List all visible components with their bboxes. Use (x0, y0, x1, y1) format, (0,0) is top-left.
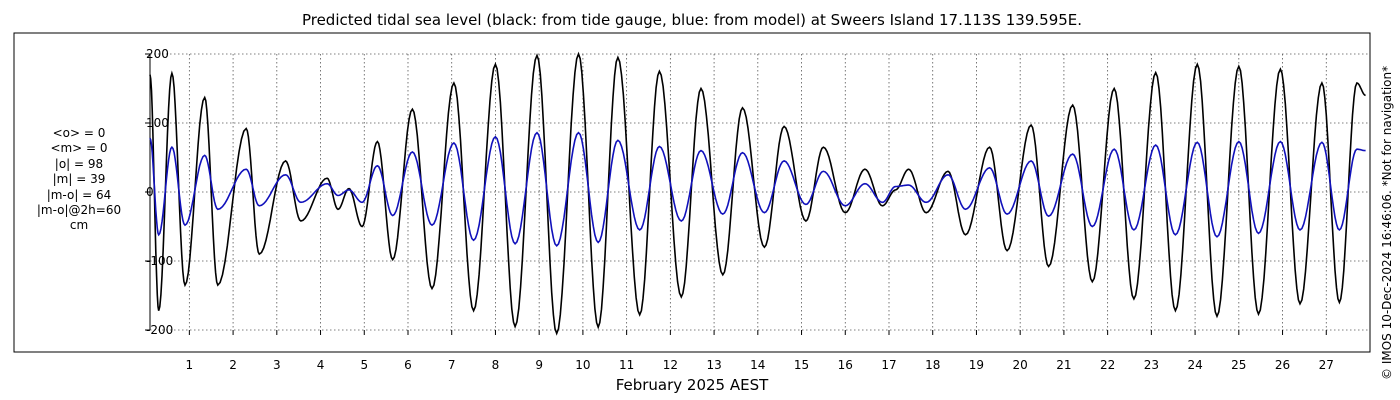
x-tick-label: 25 (1231, 358, 1246, 372)
x-tick-label: 19 (969, 358, 984, 372)
x-tick-label: 22 (1100, 358, 1115, 372)
x-tick-label: 16 (838, 358, 853, 372)
x-tick-label: 7 (448, 358, 456, 372)
x-tick-label: 10 (575, 358, 590, 372)
chart-title: Predicted tidal sea level (black: from t… (302, 11, 1082, 29)
x-tick-label: 1 (186, 358, 194, 372)
x-tick-label: 12 (663, 358, 678, 372)
y-tick-label: 200 (146, 47, 169, 61)
x-tick-label: 27 (1319, 358, 1334, 372)
stat-mean-obs: <o> = 0 (52, 126, 106, 140)
y-tick-label: -100 (146, 254, 173, 268)
x-axis-label: February 2025 AEST (616, 376, 769, 394)
x-tick-label: 3 (273, 358, 281, 372)
stat-mean-model: <m> = 0 (50, 141, 108, 156)
x-tick-label: 11 (619, 358, 634, 372)
x-tick-label: 4 (317, 358, 325, 372)
x-tick-label: 24 (1187, 358, 1202, 372)
series-line-gauge (149, 51, 1366, 336)
x-tick-label: 26 (1275, 358, 1290, 372)
x-tick-label: 8 (492, 358, 500, 372)
y-tick-label: 100 (146, 116, 169, 130)
stats-panel: <o> = 0 <m> = 0 |o| = 98 |m| = 39 |m-o| … (14, 126, 144, 234)
x-tick-label: 13 (706, 358, 721, 372)
x-tick-label: 17 (881, 358, 896, 372)
x-axis: 1 2 3 4 5 6 7 8 9 10 11 12 13 14 15 16 17 18 19 20 21 22 23 24 2… (186, 330, 1334, 372)
x-tick-label: 23 (1144, 358, 1159, 372)
plot-frame (13, 32, 1371, 353)
x-tick-label: 5 (360, 358, 368, 372)
stat-abs-model: |m| = 39 (52, 172, 106, 187)
x-tick-label: 9 (535, 358, 543, 372)
stat-abs-diff-2h: |m-o|@2h=60 (36, 203, 122, 218)
x-tick-label: 15 (794, 358, 809, 372)
x-tick-label: 18 (925, 358, 940, 372)
stats-unit: cm (69, 218, 89, 233)
series-line-model (149, 131, 1366, 247)
x-tick-label: 2 (229, 358, 237, 372)
y-tick-label: -200 (146, 323, 173, 337)
series-layer (149, 51, 1366, 336)
stat-abs-obs: |o| = 98 (54, 156, 104, 171)
x-tick-label: 21 (1056, 358, 1071, 372)
stat-abs-diff: |m-o| = 64 (46, 187, 112, 202)
x-tick-label: 20 (1013, 358, 1028, 372)
copyright-credit: © IMOS 10-Dec-2024 16:46:06. *Not for na… (1380, 65, 1394, 380)
x-tick-label: 6 (404, 358, 412, 372)
x-tick-label: 14 (750, 358, 765, 372)
